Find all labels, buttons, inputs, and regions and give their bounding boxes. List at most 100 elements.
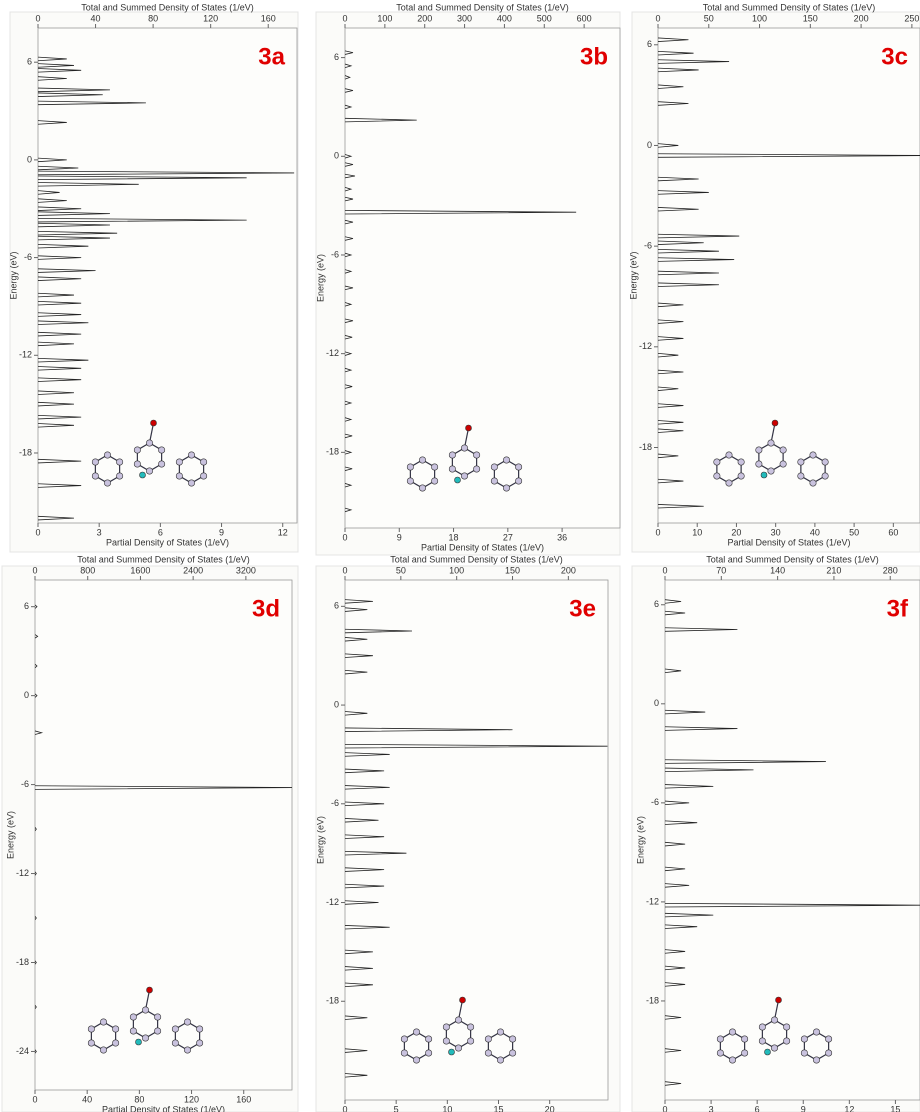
top-tick-label: 2400 (183, 565, 203, 575)
top-tick-label: 150 (505, 565, 520, 575)
top-axis-title: Total and Summed Density of States (1/eV… (703, 2, 876, 12)
y-tick-label: 6 (24, 601, 29, 611)
top-axis-title: Total and Summed Density of States (1/eV… (396, 2, 569, 12)
atom (509, 1050, 515, 1056)
plot-area (345, 28, 620, 528)
atom (146, 468, 152, 474)
top-tick-label: 0 (342, 13, 347, 23)
panel-label: 3a (258, 43, 285, 70)
atom (485, 1036, 491, 1042)
atom (765, 1049, 771, 1055)
panel-label: 3b (580, 43, 608, 70)
y-axis-title: Energy (eV) (315, 254, 325, 302)
atom (717, 1036, 723, 1042)
y-tick-label: -6 (24, 252, 32, 262)
atom (825, 1050, 831, 1056)
atom (172, 1040, 178, 1046)
atom (88, 1026, 94, 1032)
bottom-tick-label: 20 (731, 527, 741, 537)
top-tick-label: 0 (35, 13, 40, 23)
bottom-tick-label: 0 (655, 527, 660, 537)
top-tick-label: 100 (377, 13, 392, 23)
y-tick-label: 0 (647, 140, 652, 150)
atom (515, 464, 521, 470)
atom (460, 997, 466, 1003)
bottom-tick-label: 0 (32, 1094, 37, 1104)
atom (184, 1047, 190, 1053)
bottom-tick-label: 60 (888, 527, 898, 537)
y-axis-title: Energy (eV) (8, 251, 18, 299)
atom (761, 472, 767, 478)
atom (142, 1007, 148, 1013)
bottom-tick-label: 120 (184, 1094, 199, 1104)
atom (741, 1050, 747, 1056)
atom (726, 452, 732, 458)
atom (88, 1040, 94, 1046)
atom (768, 468, 774, 474)
atom (768, 440, 774, 446)
y-tick-label: 6 (647, 39, 652, 49)
bottom-tick-label: 3 (709, 1104, 714, 1112)
y-tick-label: -18 (16, 957, 29, 967)
atom (714, 473, 720, 479)
atom (142, 1035, 148, 1041)
atom (443, 1024, 449, 1030)
y-tick-label: 6 (334, 52, 339, 62)
atom (449, 452, 455, 458)
y-tick-label: 0 (27, 154, 32, 164)
y-tick-label: -24 (16, 1046, 29, 1056)
atom (759, 1038, 765, 1044)
bottom-tick-label: 12 (278, 527, 288, 537)
atom (116, 473, 122, 479)
atom (116, 459, 122, 465)
atom (466, 425, 472, 431)
top-tick-label: 0 (655, 13, 660, 23)
y-tick-label: -6 (651, 797, 659, 807)
y-tick-label: -18 (639, 442, 652, 452)
bottom-axis-title: Partial Density of States (1/eV) (421, 542, 544, 552)
top-tick-label: 400 (497, 13, 512, 23)
top-tick-label: 210 (826, 565, 841, 575)
top-tick-label: 200 (417, 13, 432, 23)
atom (491, 464, 497, 470)
atom (158, 447, 164, 453)
top-tick-label: 600 (577, 13, 592, 23)
y-tick-label: -6 (21, 779, 29, 789)
y-axis-title: Energy (eV) (635, 816, 645, 864)
atom (485, 1050, 491, 1056)
bottom-tick-label: 15 (493, 1104, 503, 1112)
y-tick-label: -12 (646, 896, 659, 906)
atom (813, 1057, 819, 1063)
atom (491, 478, 497, 484)
y-tick-label: -6 (644, 241, 652, 251)
atom (134, 447, 140, 453)
atom (822, 473, 828, 479)
atom (503, 485, 509, 491)
y-tick-label: -6 (331, 798, 339, 808)
atom (449, 466, 455, 472)
bottom-tick-label: 6 (158, 527, 163, 537)
atom (134, 461, 140, 467)
bottom-axis-title: Partial Density of States (1/eV) (102, 1104, 225, 1112)
atom (431, 464, 437, 470)
y-tick-label: -12 (326, 897, 339, 907)
top-tick-label: 120 (203, 13, 218, 23)
atom (780, 447, 786, 453)
y-tick-label: 6 (334, 601, 339, 611)
top-tick-label: 0 (32, 565, 37, 575)
atom (200, 473, 206, 479)
atom (130, 1014, 136, 1020)
bottom-tick-label: 80 (134, 1094, 144, 1104)
atom (497, 1029, 503, 1035)
atom (798, 473, 804, 479)
atom (112, 1026, 118, 1032)
atom (104, 452, 110, 458)
panel-label: 3f (887, 595, 909, 622)
top-tick-label: 70 (716, 565, 726, 575)
atom (729, 1057, 735, 1063)
atom (461, 445, 467, 451)
top-tick-label: 50 (704, 13, 714, 23)
bottom-tick-label: 0 (342, 1104, 347, 1112)
top-tick-label: 200 (561, 565, 576, 575)
top-tick-label: 0 (662, 565, 667, 575)
